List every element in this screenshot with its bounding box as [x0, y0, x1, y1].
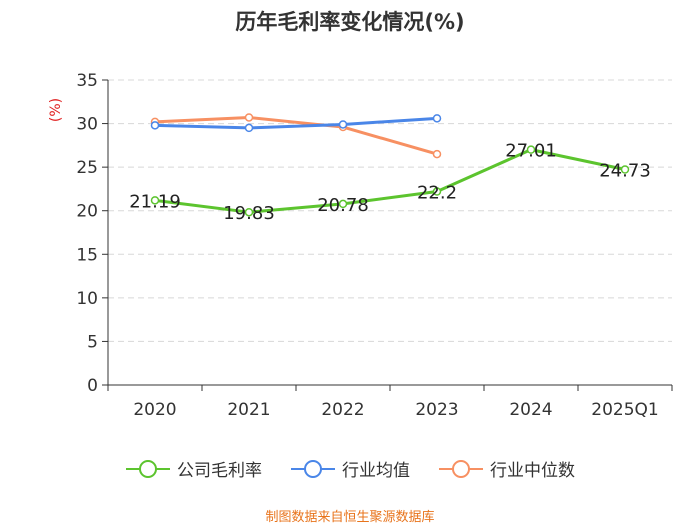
- legend-marker-icon: [439, 459, 483, 478]
- grid-lines: [108, 79, 672, 342]
- data-label: 27.01: [505, 141, 557, 162]
- data-point: [244, 207, 254, 217]
- y-tick-label: 20: [76, 202, 98, 222]
- data-point: [244, 113, 254, 122]
- y-tick-label: 30: [76, 115, 98, 135]
- data-label: 20.78: [317, 195, 369, 216]
- data-label: 21.19: [129, 191, 181, 212]
- data-point: [338, 199, 348, 209]
- legend-item[interactable]: 公司毛利率: [125, 456, 262, 481]
- data-point: [150, 196, 160, 205]
- series-line: [154, 148, 626, 214]
- chart-title: 历年毛利率变化情况(%): [235, 10, 465, 34]
- series-line: [154, 116, 438, 130]
- y-tick-label: 35: [76, 71, 98, 91]
- legend-label: 公司毛利率: [177, 461, 262, 481]
- data-label: 22.2: [417, 183, 457, 204]
- legend-marker-icon: [126, 459, 170, 478]
- y-tick-label: 25: [76, 158, 98, 178]
- legend-label: 行业均值: [342, 461, 410, 481]
- series-line: [154, 115, 438, 156]
- x-tick-label: 2020: [133, 400, 176, 420]
- legend: 公司毛利率 行业均值 行业中位数: [0, 456, 700, 481]
- y-tick-label: 0: [87, 376, 98, 396]
- data-point: [432, 149, 442, 159]
- legend-item[interactable]: 行业中位数: [438, 456, 575, 481]
- source-note: 制图数据来自恒生聚源数据库: [265, 510, 435, 525]
- y-tick-label: 15: [76, 245, 98, 265]
- legend-label: 行业中位数: [490, 461, 575, 481]
- data-point: [244, 123, 254, 133]
- data-labels: 21.19 19.83 20.78 22.2 27.01 24.73: [129, 141, 651, 225]
- y-axis-label: (%): [48, 98, 64, 122]
- legend-item[interactable]: 行业均值: [290, 456, 410, 481]
- x-tick-label: 2022: [321, 400, 364, 420]
- legend-marker-icon: [291, 459, 335, 478]
- x-tick-label: 2021: [227, 400, 270, 420]
- data-label: 19.83: [223, 203, 275, 224]
- data-point: [338, 120, 348, 129]
- data-point: [432, 187, 442, 196]
- data-point: [526, 145, 536, 154]
- data-point: [150, 121, 160, 130]
- data-point: [620, 165, 630, 174]
- data-point: [432, 114, 442, 123]
- y-tick-label: 5: [87, 332, 98, 352]
- axes: 0 5 10 15 20 25 30 35 2020 2021 2022 2023 2024 2025Q1: [76, 71, 673, 420]
- series: [150, 113, 630, 217]
- x-tick-label: 2023: [415, 400, 458, 420]
- y-tick-label: 10: [76, 289, 98, 309]
- data-label: 24.73: [599, 160, 651, 181]
- x-tick-label: 2024: [509, 400, 552, 420]
- x-tick-label: 2025Q1: [591, 400, 658, 420]
